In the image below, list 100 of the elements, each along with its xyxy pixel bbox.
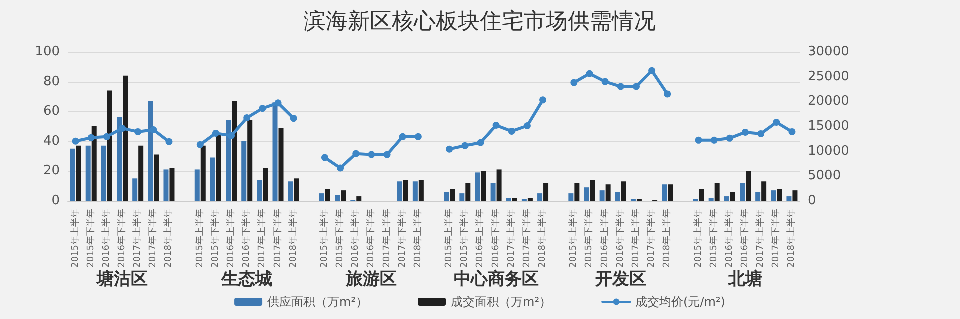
x-tick-label: 2015年下半年	[459, 209, 470, 268]
x-tick-label: 2015年下半年	[85, 209, 96, 268]
x-tick-label: 2018年上半年	[537, 209, 548, 268]
y-tick-label: 20	[43, 164, 60, 179]
bar	[584, 188, 590, 201]
bar	[138, 146, 144, 201]
bar	[746, 171, 751, 201]
y2-tick-label: 20000	[808, 94, 850, 110]
bar	[294, 178, 300, 201]
x-tick-label: 2017年上半年	[256, 209, 268, 268]
point	[773, 119, 780, 126]
x-tick-label: 2017年下半年	[272, 209, 284, 268]
bar	[762, 182, 767, 201]
x-tick-label: 2015年下半年	[210, 209, 221, 268]
bar	[730, 192, 736, 201]
bar	[475, 172, 480, 201]
point	[368, 151, 376, 158]
point	[72, 138, 80, 145]
bar	[319, 194, 324, 201]
bar	[528, 198, 533, 201]
bar	[216, 135, 222, 201]
bar	[107, 90, 112, 201]
point	[632, 83, 640, 90]
x-tick-label: 2017年上半年	[755, 209, 766, 268]
text: 旅游区	[345, 270, 398, 290]
y2-tick-label: 15000	[808, 119, 850, 134]
bar	[164, 170, 169, 201]
bar	[200, 146, 206, 201]
legend-label: 成交均价(元/m²)	[636, 295, 726, 309]
bar	[341, 190, 346, 201]
bar	[210, 158, 216, 201]
bar	[490, 183, 496, 201]
bar	[740, 183, 745, 201]
x-tick-label: 2015年上半年	[692, 209, 704, 268]
y2-tick-label: 10000	[808, 144, 850, 159]
bar	[123, 76, 128, 201]
bar	[154, 154, 160, 201]
x-tick-label: 2015年上半年	[194, 209, 206, 268]
point	[274, 100, 282, 107]
x-tick-label: 2016年上半年	[599, 209, 610, 268]
x-tick-label: 2016年上半年	[350, 209, 362, 268]
bar	[512, 198, 518, 201]
point	[290, 115, 298, 122]
point	[508, 128, 516, 135]
point	[710, 136, 718, 144]
bar	[242, 141, 247, 201]
y2-tick-label: 30000	[808, 44, 850, 60]
x-tick-label: 2017年下半年	[396, 209, 408, 268]
x-tick-label: 2016年下半年	[241, 209, 252, 268]
x-tick-label: 2017年上半年	[630, 209, 642, 268]
x-tick-label: 2015年下半年	[584, 209, 595, 268]
point	[742, 128, 749, 136]
bar	[356, 196, 362, 201]
chart-title: 滨海新区核心板块住宅市场供需情况	[304, 10, 656, 34]
point	[228, 132, 236, 140]
x-tick-label: 2016年下半年	[366, 209, 377, 268]
bar	[76, 146, 82, 201]
point	[446, 146, 454, 153]
x-tick-label: 2016年上半年	[226, 209, 237, 268]
bar	[278, 128, 284, 201]
x-tick-label: 2015年上半年	[444, 209, 455, 268]
legend-label: 成交面积（万m²）	[451, 295, 552, 309]
point	[212, 130, 220, 137]
bar	[574, 183, 580, 201]
point	[244, 114, 251, 122]
point	[726, 134, 734, 142]
x-tick-label: 2017年下半年	[148, 209, 159, 268]
point	[664, 90, 672, 98]
x-tick-label: 2017年上半年	[506, 209, 517, 268]
bar	[194, 170, 200, 201]
point	[196, 141, 204, 148]
point	[788, 128, 796, 136]
bar	[724, 196, 730, 201]
x-tick-label: 2015年上半年	[568, 209, 580, 268]
point	[602, 78, 609, 86]
point	[384, 151, 391, 158]
point	[617, 83, 624, 90]
legend-label: 供应面积（万m²）	[268, 295, 368, 309]
bar	[117, 118, 122, 201]
point	[337, 164, 344, 172]
bar	[418, 180, 424, 201]
bar	[786, 196, 792, 201]
text: 开发区	[594, 270, 646, 290]
point	[414, 133, 422, 140]
x-tick-label: 2018年上半年	[163, 209, 174, 268]
bar	[699, 189, 704, 201]
bar	[232, 101, 238, 201]
bar	[568, 194, 574, 201]
x-tick-label: 2018年上半年	[412, 209, 424, 268]
point	[166, 138, 173, 146]
bar	[756, 192, 761, 201]
x-tick-label: 2016年下半年	[739, 209, 750, 268]
point	[648, 67, 656, 74]
point	[524, 122, 531, 130]
x-tick-label: 2016年上半年	[474, 209, 486, 268]
bar	[288, 182, 294, 201]
x-tick-label: 2016年上半年	[724, 209, 735, 268]
bar	[708, 198, 714, 201]
x-tick-label: 2016年上半年	[100, 209, 112, 268]
y2-tick-label: 25000	[808, 69, 850, 84]
